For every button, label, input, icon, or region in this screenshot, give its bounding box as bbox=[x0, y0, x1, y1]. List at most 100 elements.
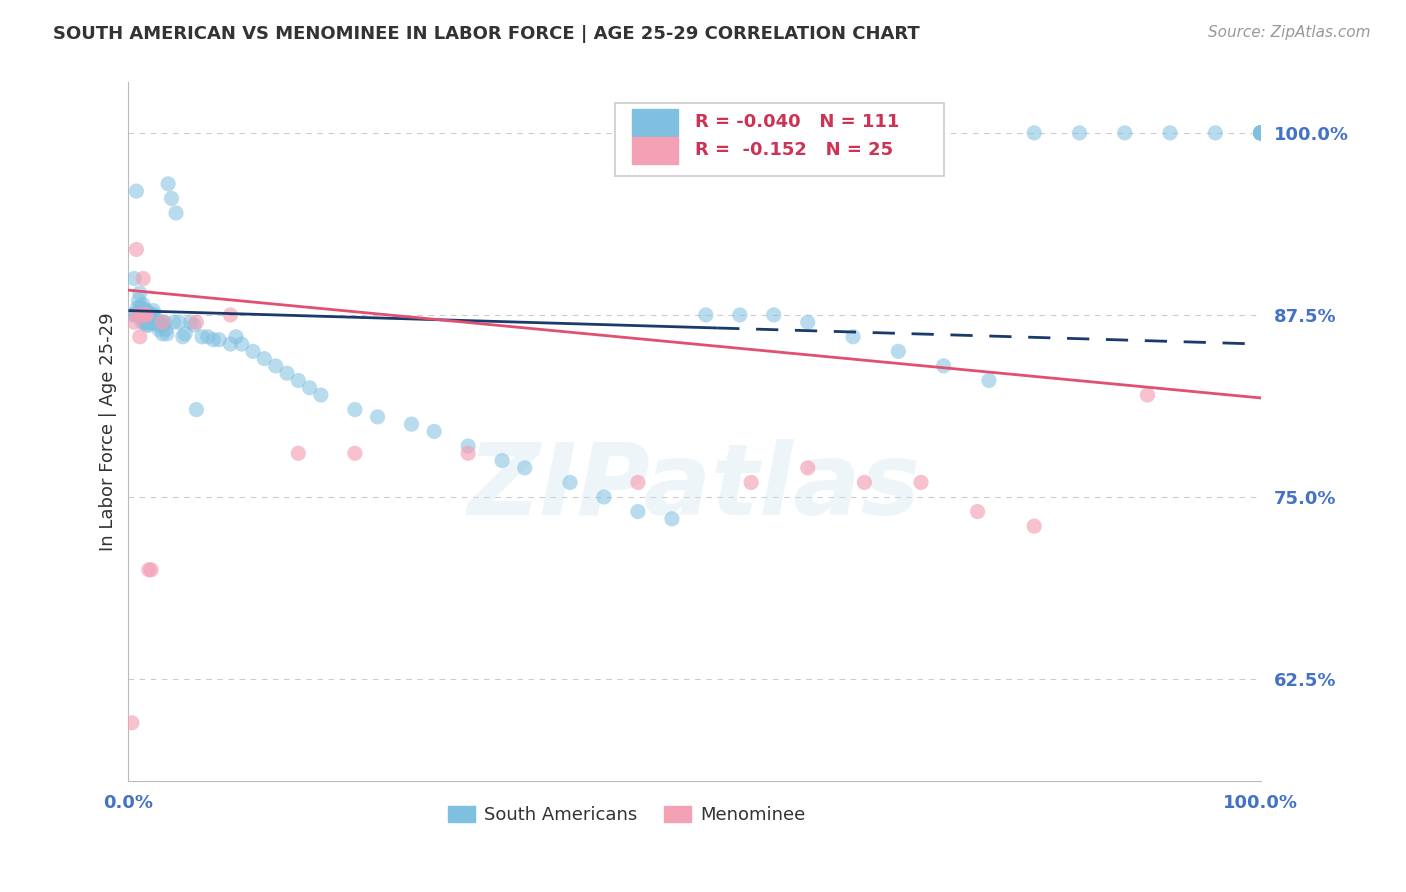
Point bbox=[1250, 126, 1272, 140]
Point bbox=[762, 308, 785, 322]
Point bbox=[134, 308, 156, 322]
Point bbox=[125, 308, 148, 322]
Point bbox=[887, 344, 910, 359]
Point bbox=[139, 315, 162, 329]
Point bbox=[627, 475, 650, 490]
Point bbox=[128, 286, 150, 301]
Point bbox=[1024, 126, 1046, 140]
Point bbox=[136, 315, 159, 329]
Point bbox=[276, 366, 298, 380]
Point bbox=[287, 374, 309, 388]
Point bbox=[155, 322, 177, 336]
Point bbox=[143, 308, 166, 322]
Point bbox=[298, 381, 321, 395]
Point bbox=[183, 318, 205, 332]
Point bbox=[264, 359, 287, 373]
Point bbox=[202, 333, 225, 347]
Legend: South Americans, Menominee: South Americans, Menominee bbox=[447, 806, 806, 824]
Point bbox=[134, 315, 156, 329]
Point bbox=[180, 315, 202, 329]
FancyBboxPatch shape bbox=[633, 137, 678, 164]
Point bbox=[1204, 126, 1226, 140]
Point bbox=[135, 318, 157, 332]
Point bbox=[174, 326, 197, 341]
Point bbox=[136, 308, 159, 322]
Point bbox=[1069, 126, 1091, 140]
Point bbox=[695, 308, 717, 322]
Point bbox=[127, 308, 149, 322]
Point bbox=[121, 715, 143, 730]
Point bbox=[343, 402, 366, 417]
Point bbox=[135, 303, 157, 318]
Point bbox=[558, 475, 581, 490]
Point bbox=[797, 461, 820, 475]
Point bbox=[141, 315, 163, 329]
Point bbox=[135, 308, 157, 322]
Point bbox=[131, 308, 153, 322]
Point bbox=[932, 359, 955, 373]
Point bbox=[127, 308, 149, 322]
Point bbox=[1250, 126, 1272, 140]
Point bbox=[127, 301, 149, 315]
Text: SOUTH AMERICAN VS MENOMINEE IN LABOR FORCE | AGE 25-29 CORRELATION CHART: SOUTH AMERICAN VS MENOMINEE IN LABOR FOR… bbox=[53, 25, 920, 43]
Point bbox=[142, 315, 165, 329]
Point bbox=[139, 563, 162, 577]
Point bbox=[132, 271, 155, 285]
Point bbox=[134, 315, 156, 329]
Point bbox=[142, 303, 165, 318]
Point bbox=[128, 301, 150, 315]
Point bbox=[1136, 388, 1159, 402]
Point bbox=[966, 504, 988, 518]
Text: R = -0.040   N = 111: R = -0.040 N = 111 bbox=[695, 113, 898, 131]
Point bbox=[225, 330, 247, 344]
Point bbox=[138, 312, 160, 326]
Point bbox=[125, 184, 148, 198]
Point bbox=[131, 301, 153, 315]
Text: R =  -0.152   N = 25: R = -0.152 N = 25 bbox=[695, 142, 893, 160]
Text: Source: ZipAtlas.com: Source: ZipAtlas.com bbox=[1208, 25, 1371, 40]
Point bbox=[157, 177, 180, 191]
Point bbox=[122, 315, 145, 329]
Point bbox=[242, 344, 264, 359]
Point bbox=[139, 315, 162, 329]
Point bbox=[287, 446, 309, 460]
Point bbox=[457, 446, 479, 460]
Point bbox=[138, 563, 160, 577]
Point bbox=[139, 308, 162, 322]
FancyBboxPatch shape bbox=[633, 109, 678, 136]
Point bbox=[491, 453, 513, 467]
Point bbox=[141, 308, 163, 322]
Point bbox=[138, 318, 160, 332]
Point bbox=[128, 308, 150, 322]
Point bbox=[367, 409, 389, 424]
Point bbox=[910, 475, 932, 490]
Point bbox=[219, 308, 242, 322]
Point bbox=[977, 374, 1000, 388]
Point bbox=[197, 330, 219, 344]
Point bbox=[186, 315, 208, 329]
Point bbox=[129, 308, 152, 322]
Point bbox=[1250, 126, 1272, 140]
Point bbox=[309, 388, 332, 402]
Point bbox=[163, 315, 186, 329]
Point bbox=[231, 337, 253, 351]
Point bbox=[172, 330, 194, 344]
Point bbox=[139, 308, 162, 322]
Point bbox=[132, 303, 155, 318]
Point bbox=[627, 504, 650, 518]
Point bbox=[253, 351, 276, 366]
Point bbox=[145, 315, 167, 329]
Point bbox=[135, 308, 157, 322]
Point bbox=[1250, 126, 1272, 140]
Point bbox=[121, 308, 143, 322]
Point bbox=[146, 318, 169, 332]
Point bbox=[1250, 126, 1272, 140]
Point bbox=[219, 337, 242, 351]
Point bbox=[132, 308, 155, 322]
Point bbox=[842, 330, 865, 344]
Point bbox=[343, 446, 366, 460]
Point bbox=[153, 315, 176, 329]
Point bbox=[1250, 126, 1272, 140]
Point bbox=[165, 206, 187, 220]
Point bbox=[152, 315, 174, 329]
